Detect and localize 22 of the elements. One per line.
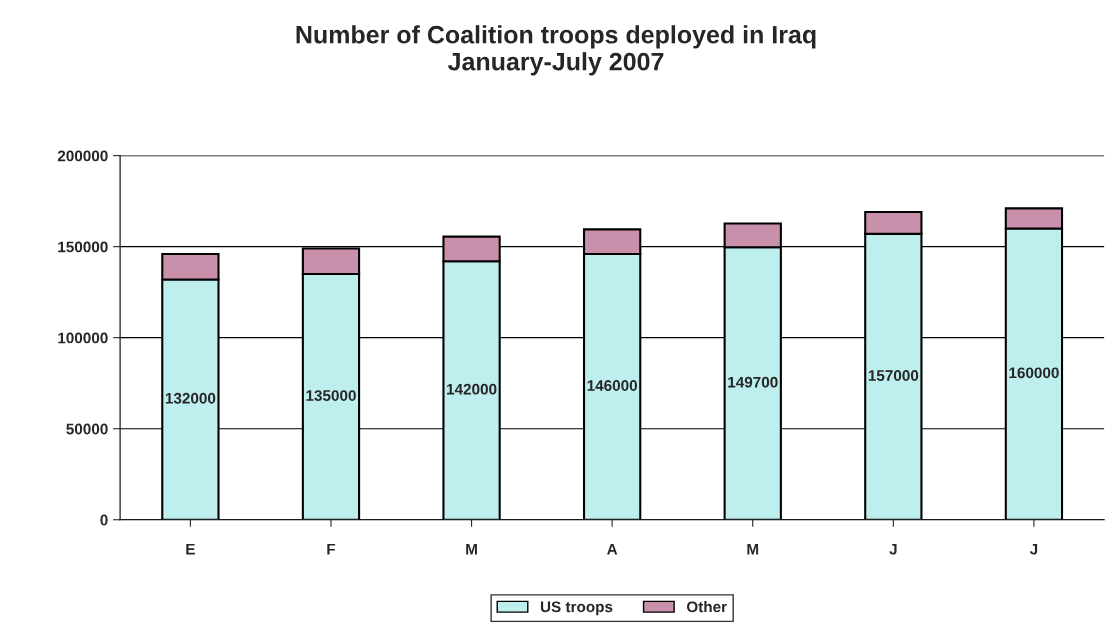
y-tick-label: 100000	[58, 332, 108, 344]
data-label: 157000	[868, 370, 919, 381]
data-label: 132000	[165, 392, 216, 404]
x-tick-label: E	[186, 543, 195, 555]
y-tick-label: 0	[100, 514, 108, 526]
x-tick-label: F	[327, 543, 336, 555]
x-tick-label: A	[607, 543, 618, 555]
chart-title: Number of Coalition troops deployed in Iraq January-July 2007	[296, 25, 816, 76]
x-tick-label: J	[1029, 543, 1038, 555]
data-label: 160000	[1009, 367, 1059, 379]
y-tick-label: 200000	[57, 150, 108, 162]
legend-label: US troops	[540, 601, 613, 616]
x-tick-label: M	[747, 543, 759, 555]
y-tick-label: 150000	[58, 241, 108, 253]
data-label: 149700	[728, 376, 778, 388]
data-label: 142000	[447, 383, 497, 395]
x-tick-label: J	[889, 543, 897, 555]
data-label: 135000	[306, 390, 356, 401]
y-tick-label: 50000	[66, 423, 108, 435]
legend-label: Other	[686, 601, 727, 613]
x-tick-label: M	[466, 543, 477, 555]
data-label: 146000	[587, 380, 638, 391]
